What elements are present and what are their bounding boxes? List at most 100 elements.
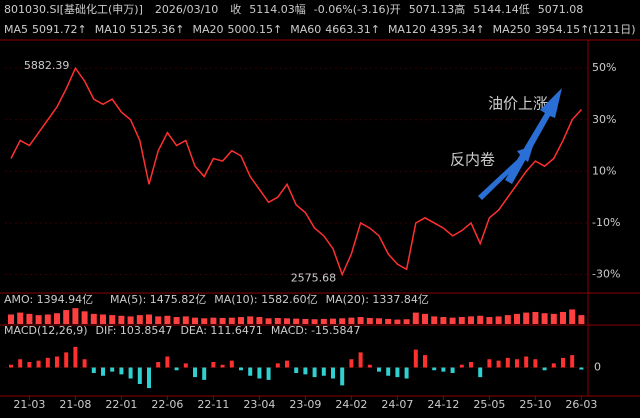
macd-bar <box>459 364 464 368</box>
macd-bar <box>570 355 575 368</box>
volume-bar <box>155 316 162 324</box>
ma-label: 4663.31↑ <box>325 23 380 36</box>
volume-bar <box>63 310 70 324</box>
ma-label: MA5 <box>4 23 28 36</box>
volume-bar <box>109 315 116 324</box>
x-tick-label: 22-06 <box>151 398 183 411</box>
header-title: 801030.SI[基础化工(申万)] <box>4 2 143 16</box>
macd-bar <box>579 367 584 370</box>
quote-item: 5114.03 <box>249 3 295 16</box>
volume-bar <box>127 316 134 324</box>
volume-bar <box>366 317 373 324</box>
volume-bar <box>532 311 539 324</box>
macd-bar <box>432 367 437 371</box>
macd-bar <box>101 367 105 376</box>
volume-bar <box>440 317 447 324</box>
ma-label: MA20 <box>192 23 223 36</box>
volume-bar <box>72 308 79 324</box>
volume-bar <box>44 314 51 324</box>
volume-bar <box>449 317 456 324</box>
y-tick-label: 10% <box>592 164 616 177</box>
volume-bar <box>90 313 97 324</box>
macd-bar <box>91 367 96 373</box>
macd-bar <box>55 356 59 368</box>
macd-bar <box>340 367 345 386</box>
ma-label: 3954.15↑ <box>535 23 590 36</box>
volume-bar <box>578 315 585 324</box>
volume-bar <box>394 319 401 324</box>
x-tick-label: 21-08 <box>59 398 91 411</box>
macd-bar <box>82 359 87 368</box>
macd-bar <box>128 367 133 379</box>
macd-bar <box>478 367 483 378</box>
volume-bar <box>8 314 14 324</box>
x-tick-label: 24-07 <box>381 398 413 411</box>
volume-bar <box>173 317 180 324</box>
annotation: 反内卷 <box>450 151 495 169</box>
ma-label: MA10 <box>95 23 126 36</box>
macd-bar <box>358 352 363 368</box>
volume-bar <box>477 315 484 324</box>
macd-bar <box>413 349 418 368</box>
ma-label: 5000.15↑ <box>227 23 282 36</box>
volume-bar <box>330 318 336 324</box>
volume-bar <box>54 313 60 324</box>
macd-bar <box>248 367 253 376</box>
volume-bar <box>458 317 465 324</box>
macd-bar <box>275 363 280 368</box>
macd-bar <box>211 362 216 368</box>
macd-bar <box>294 367 299 373</box>
volume-bar <box>35 315 42 324</box>
macd-bar <box>9 364 13 368</box>
macd-bar <box>45 357 50 368</box>
volume-bar <box>256 317 263 324</box>
volume-bar <box>550 313 557 324</box>
volume-bar <box>146 314 152 324</box>
ma-label: MA60 <box>290 23 321 36</box>
x-tick-label: 22-01 <box>105 398 137 411</box>
quote-item: 收 <box>230 2 241 16</box>
macd-bar <box>156 362 161 368</box>
macd-bar <box>542 367 547 371</box>
volume-bar <box>311 319 318 324</box>
volume-bar <box>357 317 364 324</box>
x-tick-label: 25-05 <box>473 398 505 411</box>
macd-bar <box>110 367 115 372</box>
volume-ma: MA(5): 1475.82亿 <box>110 293 206 306</box>
macd-bar <box>18 359 23 368</box>
volume-bar <box>495 316 502 324</box>
volume-bar <box>118 315 125 324</box>
volume-bar <box>265 318 272 324</box>
macd-bar <box>561 357 565 368</box>
macd-label: MACD(12,26,9) <box>4 324 88 337</box>
volume-bar <box>339 318 346 324</box>
quote-item: 2026/03/10 <box>155 3 218 16</box>
volume-title: AMO: 1394.94亿 <box>4 293 93 306</box>
volume-bar <box>201 318 208 324</box>
ma-label: 5125.36↑ <box>130 23 185 36</box>
volume-bar <box>293 318 300 324</box>
x-tick-label: 24-12 <box>427 398 459 411</box>
volume-bar <box>431 316 438 324</box>
volume-bar <box>320 318 327 324</box>
macd-label: MACD: -15.5847 <box>271 324 361 337</box>
macd-bar <box>515 359 519 368</box>
macd-bar <box>36 360 41 368</box>
quote-item: 5071.13 <box>409 3 455 16</box>
volume-bar <box>210 317 217 324</box>
macd-bar <box>377 367 381 372</box>
macd-bar <box>239 367 243 371</box>
arrow <box>478 146 533 200</box>
macd-bar <box>487 359 492 368</box>
macd-bar <box>229 360 234 368</box>
volume-bar <box>81 311 88 324</box>
macd-bar <box>450 367 455 373</box>
macd-bar <box>321 367 326 376</box>
volume-bar <box>468 316 474 324</box>
macd-bar <box>202 367 207 380</box>
volume-bar <box>284 318 290 324</box>
x-tick-label: 23-04 <box>243 398 275 411</box>
y-tick-label: 0 <box>594 361 601 374</box>
quote-item: 幅 <box>295 3 306 16</box>
